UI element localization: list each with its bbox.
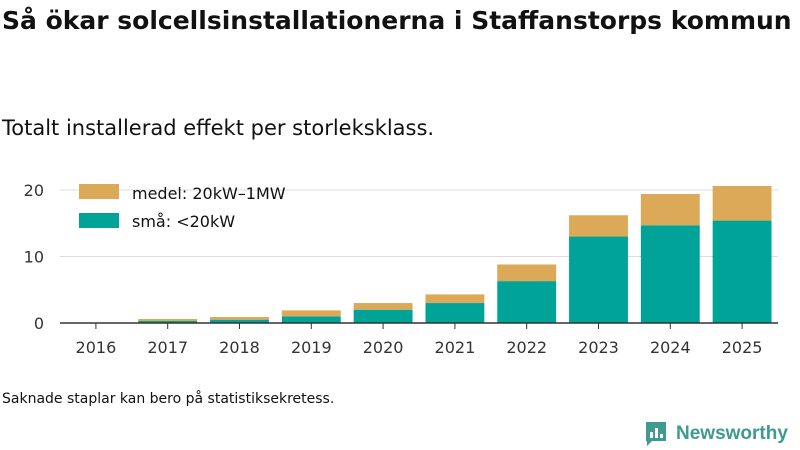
legend-swatch-sma	[79, 213, 119, 228]
y-tick-label: 20	[24, 181, 44, 200]
bar-sma-2024	[640, 225, 700, 323]
x-tick-label: 2024	[650, 338, 691, 357]
x-tick-label: 2022	[506, 338, 547, 357]
x-tick-label: 2023	[578, 338, 619, 357]
bars	[138, 186, 772, 323]
y-tick-labels: 0 10 20	[24, 181, 44, 333]
bar-medel-2025	[712, 186, 772, 221]
chart-subtitle: Totalt installerad effekt per storlekskl…	[2, 116, 435, 140]
x-tick-labels: 2016 2017 2018 2019 2020 2021 2022 2023 2024 2025	[76, 323, 763, 357]
legend: medel: 20kW–1MW små: <20kW	[79, 184, 286, 231]
legend-label-medel: medel: 20kW–1MW	[132, 184, 286, 203]
bar-medel-2024	[640, 193, 700, 226]
x-tick-label: 2017	[147, 338, 188, 357]
chart-title: Så ökar solcellsinstallationerna i Staff…	[2, 6, 792, 35]
y-tick-label: 10	[24, 248, 44, 267]
x-tick-label: 2016	[76, 338, 117, 357]
legend-label-sma: små: <20kW	[132, 212, 235, 231]
bar-medel-2022	[497, 264, 557, 282]
bar-medel-2023	[569, 215, 628, 237]
brand-logo: Newsworthy	[644, 420, 788, 448]
bar-medel-2019	[281, 310, 341, 317]
bar-sma-2017	[138, 321, 198, 323]
bar-sma-2022	[497, 281, 557, 323]
brand-name: Newsworthy	[676, 423, 788, 444]
bar-medel-2017	[138, 319, 198, 322]
bar-sma-2025	[712, 220, 772, 323]
bar-medel-2020	[353, 303, 413, 310]
x-tick-label: 2018	[219, 338, 260, 357]
x-tick-label: 2025	[722, 338, 763, 357]
x-tick-label: 2019	[291, 338, 332, 357]
bar-sma-2019	[281, 316, 341, 323]
x-tick-label: 2021	[435, 338, 476, 357]
bar-sma-2018	[210, 319, 269, 323]
footnote: Saknade staplar kan bero på statistiksek…	[2, 391, 335, 407]
bar-sma-2020	[353, 309, 413, 323]
y-tick-label: 0	[34, 314, 44, 333]
newsworthy-logo-icon	[646, 422, 666, 446]
bar-sma-2021	[425, 303, 485, 323]
bar-medel-2018	[210, 317, 269, 320]
x-tick-label: 2020	[363, 338, 404, 357]
bar-sma-2023	[569, 236, 628, 323]
bar-medel-2021	[425, 294, 485, 304]
legend-swatch-medel	[79, 184, 119, 199]
